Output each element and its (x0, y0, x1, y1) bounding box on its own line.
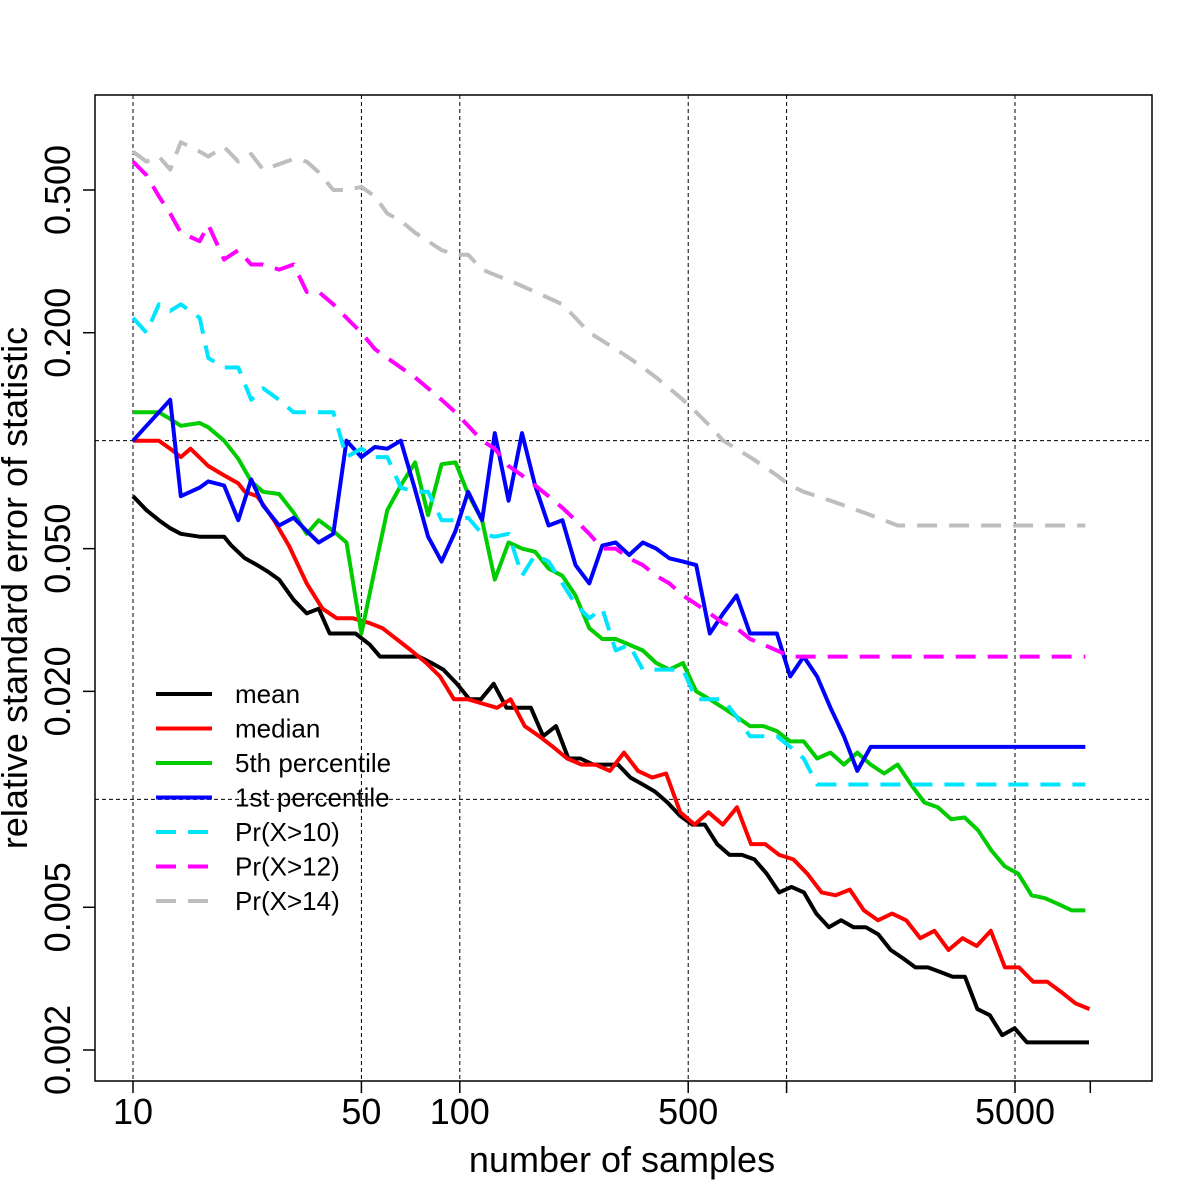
x-tick-label-3: 500 (658, 1091, 718, 1132)
series-line-1 (133, 438, 1091, 1011)
y-axis-title: relative standard error of statistic (0, 327, 35, 849)
legend-label-2: 5th percentile (235, 748, 391, 778)
series-line-6 (131, 140, 1086, 528)
series-line-3 (131, 397, 1086, 773)
axes: 10 50 100 500 5000 0.002 0.005 0.020 0.050 0.200 0… (37, 145, 1092, 1132)
legend-label-1: median (235, 714, 320, 744)
y-tick-label-0: 0.002 (37, 1005, 78, 1095)
series-line-5 (131, 160, 1086, 659)
series-layer (131, 140, 1091, 1045)
x-tick-label-2: 100 (430, 1091, 490, 1132)
plot-frame (94, 94, 1153, 1082)
y-tick-label-2: 0.020 (37, 646, 78, 736)
y-tick-label-1: 0.005 (37, 862, 78, 952)
legend-label-3: 1st percentile (235, 783, 390, 813)
x-tick-label-0: 10 (113, 1091, 153, 1132)
legend-label-0: mean (235, 679, 300, 709)
series-line-2 (133, 410, 1086, 913)
x-tick-label-5: 5000 (975, 1091, 1055, 1132)
y-tick-label-5: 0.500 (37, 145, 78, 235)
x-tick-label-1: 50 (341, 1091, 381, 1132)
y-tick-label-4: 0.200 (37, 288, 78, 378)
legend-label-4: Pr(X>10) (235, 817, 340, 847)
grid (95, 95, 1152, 1081)
series-line-0 (131, 494, 1089, 1045)
legend: mean median 5th percentile 1st percentile Pr… (156, 679, 391, 916)
legend-label-6: Pr(X>14) (235, 886, 340, 916)
series-line-4 (131, 302, 1086, 787)
x-axis-title: number of samples (469, 1139, 775, 1180)
legend-label-5: Pr(X>12) (235, 852, 340, 882)
y-tick-label-3: 0.050 (37, 504, 78, 594)
